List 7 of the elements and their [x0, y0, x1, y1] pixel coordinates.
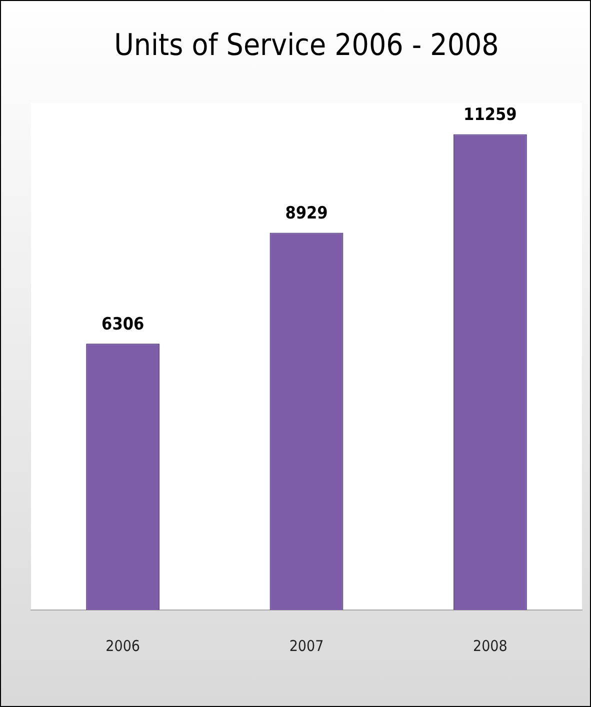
x-tick-label: 2007 [289, 636, 324, 655]
chart-title: Units of Service 2006 - 2008 [114, 28, 499, 63]
data-label: 11259 [464, 105, 517, 126]
x-tick-label: 2006 [106, 636, 140, 655]
data-label: 8929 [285, 204, 328, 224]
x-tick-label: 2008 [472, 636, 508, 655]
data-label: 6306 [102, 314, 144, 334]
